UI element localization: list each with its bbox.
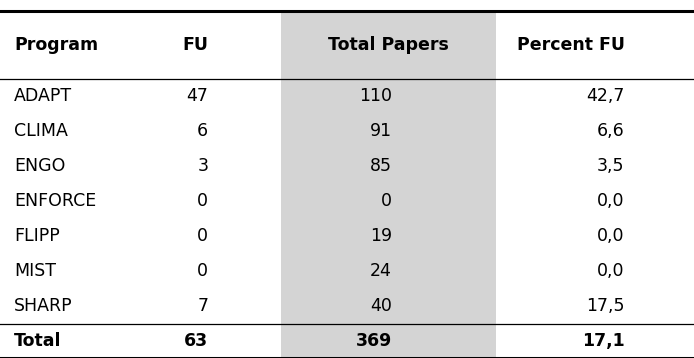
Text: Total: Total	[14, 332, 61, 350]
Text: 63: 63	[184, 332, 208, 350]
Text: 17,1: 17,1	[582, 332, 625, 350]
Text: Percent FU: Percent FU	[516, 36, 625, 54]
Text: 42,7: 42,7	[586, 87, 625, 105]
Text: 3,5: 3,5	[597, 158, 625, 175]
Text: 0: 0	[381, 192, 392, 211]
Text: 85: 85	[370, 158, 392, 175]
Text: 3: 3	[197, 158, 208, 175]
Text: ENFORCE: ENFORCE	[14, 192, 96, 211]
Text: FU: FU	[183, 36, 208, 54]
Text: 0: 0	[197, 192, 208, 211]
Text: 369: 369	[356, 332, 392, 350]
Text: 19: 19	[370, 227, 392, 245]
Text: 0: 0	[197, 227, 208, 245]
Text: 6,6: 6,6	[597, 122, 625, 140]
Text: 24: 24	[370, 262, 392, 280]
Text: 0,0: 0,0	[597, 262, 625, 280]
Text: 91: 91	[370, 122, 392, 140]
Text: 6: 6	[197, 122, 208, 140]
Bar	[281, 11, 496, 358]
Text: 17,5: 17,5	[586, 297, 625, 315]
Text: CLIMA: CLIMA	[14, 122, 68, 140]
Text: 40: 40	[370, 297, 392, 315]
Text: 7: 7	[197, 297, 208, 315]
Text: SHARP: SHARP	[14, 297, 72, 315]
Text: 0,0: 0,0	[597, 192, 625, 211]
Text: ENGO: ENGO	[14, 158, 65, 175]
Text: Program: Program	[14, 36, 98, 54]
Text: 0: 0	[197, 262, 208, 280]
Text: 0,0: 0,0	[597, 227, 625, 245]
Text: ADAPT: ADAPT	[14, 87, 72, 105]
Text: FLIPP: FLIPP	[14, 227, 60, 245]
Text: 110: 110	[359, 87, 392, 105]
Text: 47: 47	[186, 87, 208, 105]
Text: MIST: MIST	[14, 262, 56, 280]
Text: Total Papers: Total Papers	[328, 36, 449, 54]
